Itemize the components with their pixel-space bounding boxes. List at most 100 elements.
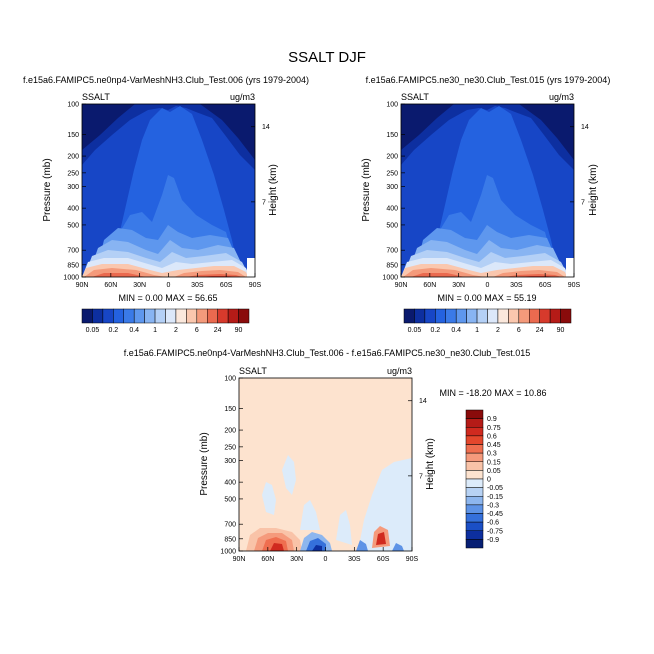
panel-1-colorbar: 0.05 0.2 0.4 1 2 6 24 90 [81,308,250,334]
colorbar-label: -0.45 [487,511,503,518]
colorbar-swatch [403,308,415,324]
y-tick-label: 500 [386,222,398,229]
colorbar-swatch [414,308,426,324]
panel-1-missing-data [247,258,255,277]
colorbar-label: 2 [496,327,500,334]
panel-3-ylabel-right: Height (km) [425,438,436,490]
colorbar-label: -0.15 [487,494,503,501]
colorbar-swatch [465,513,484,523]
y-tick-label: 200 [224,428,236,435]
y-tick-label: 100 [67,102,79,109]
y-tick-label: 400 [386,206,398,213]
colorbar-swatch [465,539,484,549]
panel-3-var-label: SSALT [239,366,267,376]
y-tick-label: 400 [67,206,79,213]
panel-3-ylabel: Pressure (mb) [199,432,210,495]
colorbar-swatch [92,308,104,324]
colorbar-label: -0.6 [487,520,499,527]
panel-3-field-pos-left-4 [270,543,284,551]
panel-2-unit-label: ug/m3 [549,92,574,102]
colorbar-label: 0.3 [487,451,497,458]
colorbar-swatch [465,461,484,471]
y-tick-label: 1000 [63,275,79,282]
colorbar-label: 90 [235,327,243,334]
colorbar-swatch [487,308,499,324]
colorbar-label: 6 [517,327,521,334]
colorbar-swatch [549,308,561,324]
colorbar-label: 0.6 [487,433,497,440]
colorbar-swatch [227,308,239,324]
colorbar-label: 0.05 [408,327,422,334]
panel-3-unit-label: ug/m3 [387,366,412,376]
colorbar-label: -0.9 [487,537,499,544]
colorbar-swatch [445,308,457,324]
colorbar-swatch [144,308,156,324]
colorbar-swatch [165,308,177,324]
panel-1-ylabel-right: Height (km) [268,164,279,216]
panel-1-stats: MIN = 0.00 MAX = 56.65 [118,293,217,303]
y-right-tick-label: 14 [419,398,427,405]
colorbar-swatch [465,435,484,445]
colorbar-swatch [196,308,208,324]
panel-2-field-top-dark [401,104,574,170]
y-tick-label: 700 [67,248,79,255]
colorbar-label: 1 [475,327,479,334]
colorbar-swatch [476,308,488,324]
panel-2-axes: 90N 60N 30N 0 30S 60S 90S 100 150 200 250 300 400 500… [382,102,588,290]
x-tick-label: 90N [233,556,246,563]
x-tick-label: 30N [452,282,465,289]
colorbar-label: 24 [214,327,222,334]
colorbar-swatch [207,308,218,324]
colorbar-label: 0.15 [487,459,501,466]
x-tick-label: 90S [249,282,262,289]
colorbar-label: 24 [536,327,544,334]
panel-1-field-edges [82,104,255,160]
y-tick-label: 700 [386,248,398,255]
y-tick-label: 850 [67,262,79,269]
colorbar-swatch [186,308,198,324]
panel-2-ylabel: Pressure (mb) [361,158,372,221]
y-tick-label: 200 [67,154,79,161]
colorbar-swatch [508,308,520,324]
colorbar-swatch [465,409,484,419]
panel-2-missing-data [566,258,574,277]
panel-3-field-neg-wedge [358,458,412,551]
panel-1-field-surface-4 [92,273,242,277]
colorbar-swatch [154,308,166,324]
panel-3-plot-area [239,378,412,551]
panel-3-field-neg-south [356,540,404,551]
y-tick-label: 400 [224,480,236,487]
y-tick-label: 1000 [382,275,398,282]
x-tick-label: 0 [167,282,171,289]
colorbar-swatch [465,427,484,437]
colorbar-label: 0.4 [451,327,461,334]
y-tick-label: 300 [386,184,398,191]
colorbar-swatch [455,308,467,324]
y-tick-label: 300 [224,458,236,465]
y-tick-label: 200 [386,154,398,161]
y-tick-label: 150 [386,132,398,139]
x-tick-label: 30S [191,282,204,289]
panel-3: f.e15a6.FAMIPC5.ne0np4-VarMeshNH3.Club_T… [124,348,547,563]
colorbar-swatch [123,308,135,324]
y-tick-label: 250 [386,170,398,177]
y-right-tick-label: 14 [262,124,270,131]
y-tick-label: 150 [224,406,236,413]
x-tick-label: 60N [104,282,117,289]
y-tick-label: 500 [67,222,79,229]
x-tick-label: 60S [539,282,552,289]
colorbar-label: 1 [153,327,157,334]
y-tick-label: 1000 [220,549,236,556]
x-tick-label: 0 [486,282,490,289]
colorbar-label: 0.75 [487,425,501,432]
x-tick-label: 90N [395,282,408,289]
colorbar-label: 0.4 [129,327,139,334]
colorbar-label: 2 [174,327,178,334]
panel-3-field-neg-eq-3 [312,545,322,551]
panel-2-subtitle: f.e15a6.FAMIPC5.ne30_ne30.Club_Test.015 … [366,75,611,85]
x-tick-label: 60N [423,282,436,289]
colorbar-swatch [217,308,229,324]
y-tick-label: 850 [224,536,236,543]
colorbar-swatch [424,308,436,324]
colorbar-label: 0.05 [487,468,501,475]
